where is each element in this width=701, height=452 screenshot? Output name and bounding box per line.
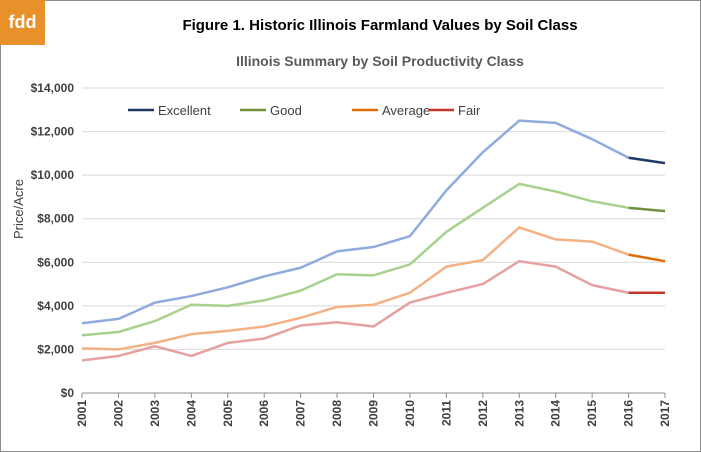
legend-label-good: Good	[270, 103, 302, 118]
series-lines	[81, 119, 666, 362]
figure-title: Figure 1. Historic Illinois Farmland Val…	[182, 17, 578, 34]
series-line-average-faded	[81, 226, 629, 351]
x-tick-label: 2005	[221, 400, 235, 427]
y-tick-label: $6,000	[37, 255, 74, 269]
x-tick-label: 2002	[111, 400, 125, 427]
series-line-average	[628, 253, 666, 263]
x-tick-label: 2012	[476, 400, 490, 427]
series-line-fair-faded	[81, 259, 629, 362]
x-tick-label: 2006	[257, 400, 271, 427]
series-line-good	[628, 206, 666, 213]
y-tick-label: $10,000	[31, 168, 75, 182]
series-line-good-faded	[81, 182, 629, 337]
x-tick-label: 2003	[148, 400, 162, 427]
x-tick-label: 2015	[585, 400, 599, 427]
legend-label-fair: Fair	[458, 103, 481, 118]
x-tick-label: 2011	[439, 400, 453, 426]
y-axis-label: Price/Acre	[11, 179, 26, 239]
legend-label-excellent: Excellent	[158, 103, 211, 118]
y-tick-label: $0	[61, 386, 75, 400]
x-tick-label: 2001	[75, 400, 89, 427]
x-tick-label: 2007	[294, 400, 308, 427]
y-tick-label: $12,000	[31, 125, 75, 139]
series-line-excellent-faded	[81, 119, 630, 325]
y-tick-label: $2,000	[37, 342, 74, 356]
x-tick-label: 2013	[512, 400, 526, 427]
legend-label-average: Average	[382, 103, 430, 118]
y-tick-label: $8,000	[37, 212, 74, 226]
legend: Excellent Good Average Fair	[128, 103, 481, 118]
y-tick-label: $4,000	[37, 299, 74, 313]
x-tick-label: 2014	[549, 400, 563, 427]
series-line-excellent	[628, 156, 666, 165]
y-tick-label: $14,000	[31, 81, 75, 95]
x-tick-label: 2016	[622, 400, 636, 427]
x-tick-label: 2010	[403, 400, 417, 427]
axes: $0 $2,000 $4,000 $6,000 $8,000 $10,000 $12,000…	[31, 81, 672, 427]
chart-title: Illinois Summary by Soil Productivity Cl…	[236, 53, 524, 69]
x-tick-label: 2009	[367, 400, 381, 427]
x-tick-label: 2017	[658, 400, 672, 427]
x-tick-label: 2004	[184, 400, 198, 427]
x-tick-label: 2008	[330, 400, 344, 427]
fdd-logo: fdd	[0, 0, 45, 45]
